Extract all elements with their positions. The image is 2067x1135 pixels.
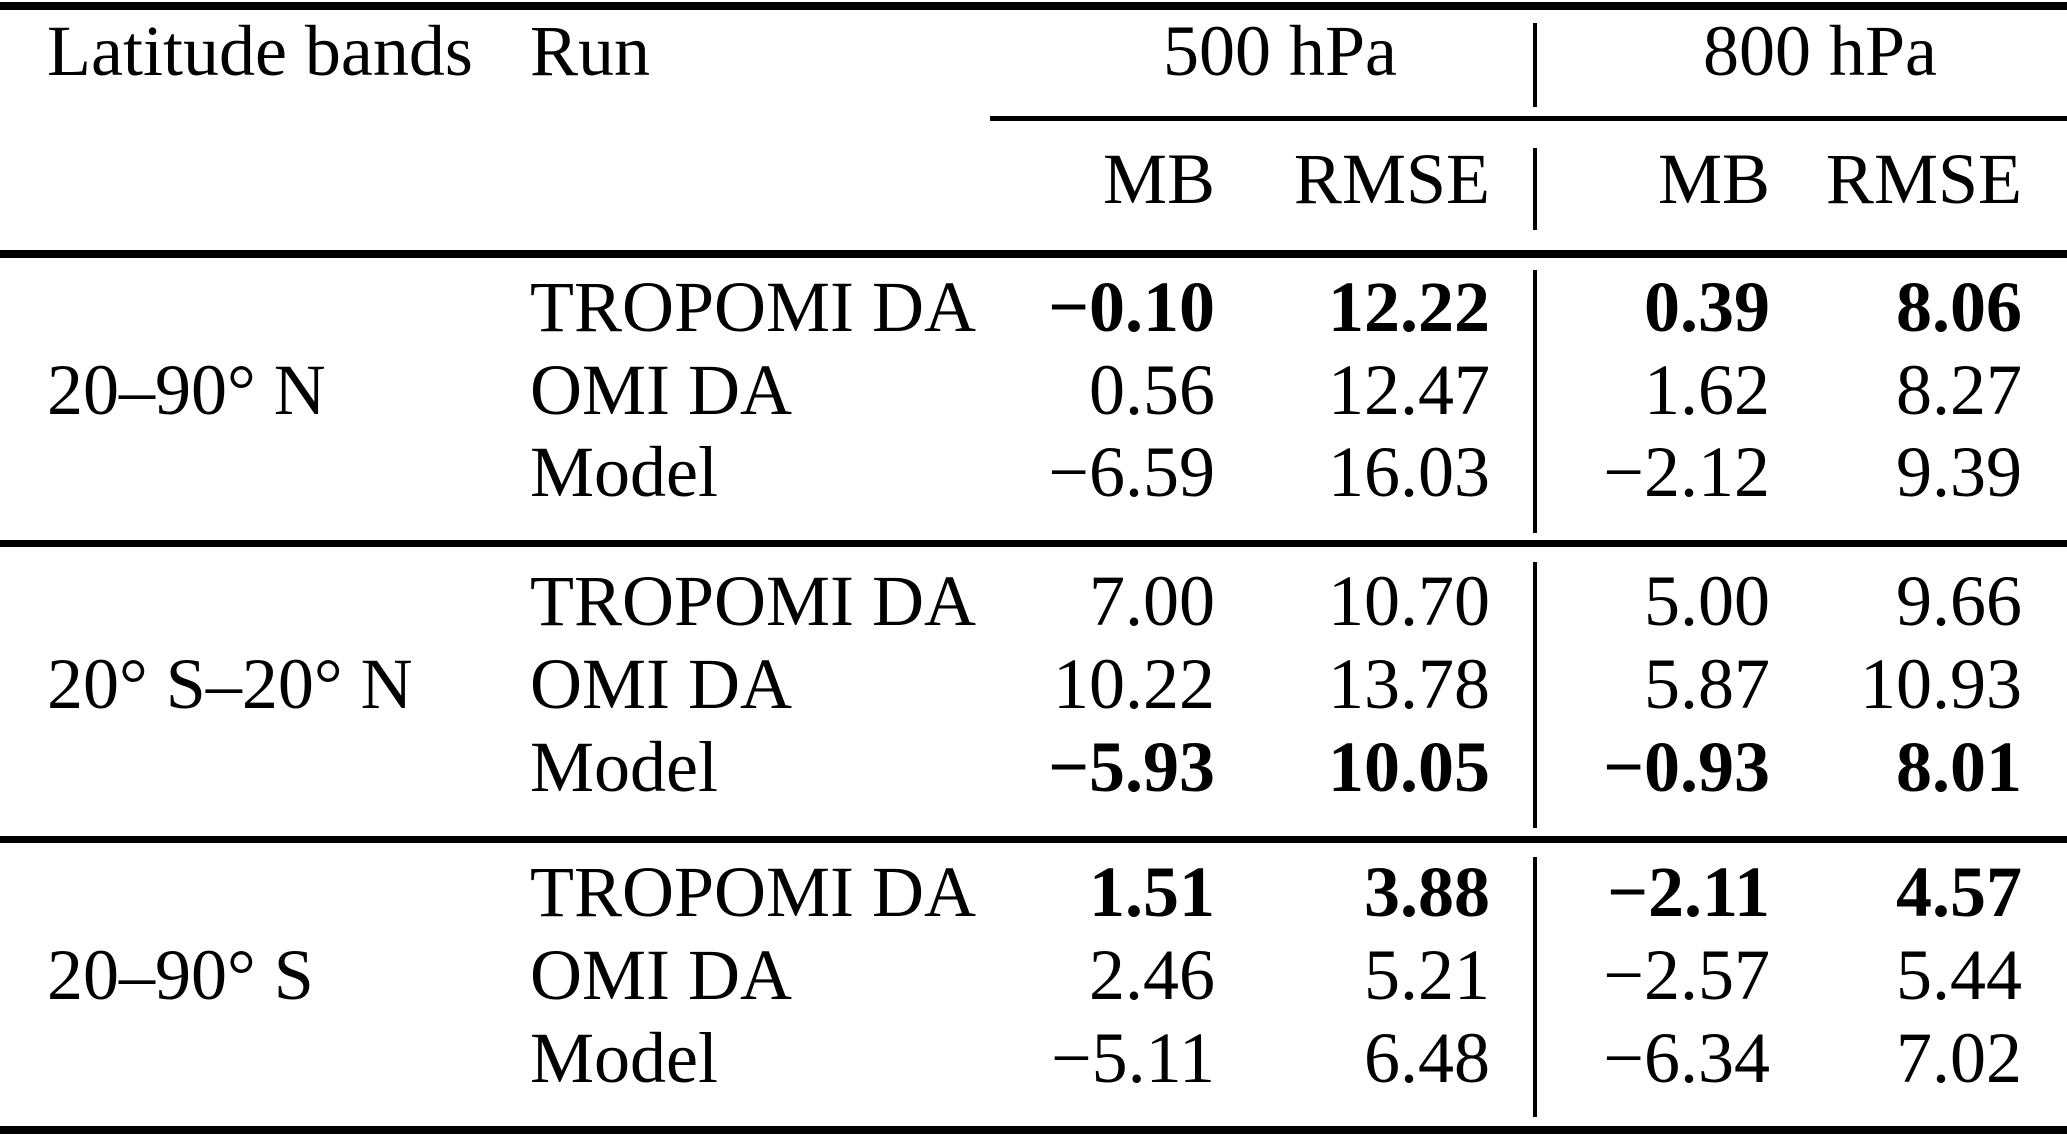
value-rmse-800: 7.02	[1896, 1018, 2022, 1098]
run-label: Model	[530, 1018, 718, 1098]
header-800hpa: 800 hPa	[1703, 11, 1937, 91]
value-mb-500: 1.51	[1089, 852, 1215, 932]
value-rmse-500: 10.70	[1328, 561, 1490, 641]
value-mb-800: 5.00	[1644, 561, 1770, 641]
value-rmse-800: 8.27	[1896, 350, 2022, 430]
value-rmse-800: 9.66	[1896, 561, 2022, 641]
header-rmse-800: RMSE	[1825, 139, 2022, 219]
value-mb-500: −0.10	[1047, 267, 1215, 347]
value-mb-800: −2.11	[1606, 852, 1770, 932]
latitude-band-label: 20° S–20° N	[47, 644, 413, 724]
value-mb-800: −6.34	[1603, 1018, 1770, 1098]
run-label: TROPOMI DA	[530, 267, 977, 347]
value-mb-800: 1.62	[1644, 350, 1770, 430]
run-label: TROPOMI DA	[530, 852, 977, 932]
column-divider-header2	[1533, 148, 1537, 230]
value-rmse-500: 5.21	[1364, 935, 1490, 1015]
rule-top	[0, 2, 2067, 10]
value-rmse-500: 13.78	[1328, 644, 1490, 724]
value-rmse-800: 5.44	[1896, 935, 2022, 1015]
run-label: OMI DA	[530, 644, 792, 724]
value-mb-500: 10.22	[1053, 644, 1215, 724]
column-divider-group2	[1533, 562, 1537, 828]
value-mb-800: 0.39	[1644, 267, 1770, 347]
value-rmse-500: 6.48	[1364, 1018, 1490, 1098]
value-mb-800: −2.57	[1603, 935, 1770, 1015]
header-run: Run	[530, 11, 651, 91]
column-divider-header1	[1533, 23, 1537, 107]
value-mb-500: −5.93	[1047, 727, 1215, 807]
value-mb-500: −5.11	[1051, 1018, 1215, 1098]
run-label: OMI DA	[530, 350, 792, 430]
value-mb-800: 5.87	[1644, 644, 1770, 724]
value-rmse-500: 16.03	[1328, 432, 1490, 512]
value-rmse-500: 10.05	[1328, 727, 1490, 807]
latitude-band-label: 20–90° N	[47, 350, 326, 430]
run-label: OMI DA	[530, 935, 792, 1015]
header-latitude-bands: Latitude bands	[47, 11, 473, 91]
header-mb-800: MB	[1657, 139, 1770, 219]
value-rmse-800: 8.06	[1896, 267, 2022, 347]
value-rmse-500: 3.88	[1364, 852, 1490, 932]
value-mb-800: −0.93	[1602, 727, 1770, 807]
header-500hpa: 500 hPa	[1163, 11, 1397, 91]
run-label: Model	[530, 727, 718, 807]
value-mb-500: 2.46	[1089, 935, 1215, 1015]
value-rmse-800: 10.93	[1860, 644, 2022, 724]
column-divider-group3	[1533, 857, 1537, 1117]
value-rmse-800: 4.57	[1896, 852, 2022, 932]
rule-group-separator-2	[0, 836, 2067, 843]
latitude-band-label: 20–90° S	[47, 935, 314, 1015]
rule-under-pressure-headers	[990, 116, 2067, 121]
value-rmse-500: 12.22	[1328, 267, 1490, 347]
value-mb-500: 7.00	[1089, 561, 1215, 641]
value-rmse-800: 8.01	[1896, 727, 2022, 807]
rule-bottom	[0, 1126, 2067, 1134]
rule-group-separator-1	[0, 540, 2067, 547]
column-divider-group1	[1533, 270, 1537, 533]
run-label: TROPOMI DA	[530, 561, 977, 641]
header-mb-500: MB	[1102, 139, 1215, 219]
value-mb-500: 0.56	[1089, 350, 1215, 430]
run-label: Model	[530, 432, 718, 512]
value-mb-800: −2.12	[1603, 432, 1770, 512]
rule-header-bottom	[0, 250, 2067, 258]
value-rmse-800: 9.39	[1896, 432, 2022, 512]
header-rmse-500: RMSE	[1293, 139, 1490, 219]
value-rmse-500: 12.47	[1328, 350, 1490, 430]
value-mb-500: −6.59	[1048, 432, 1215, 512]
